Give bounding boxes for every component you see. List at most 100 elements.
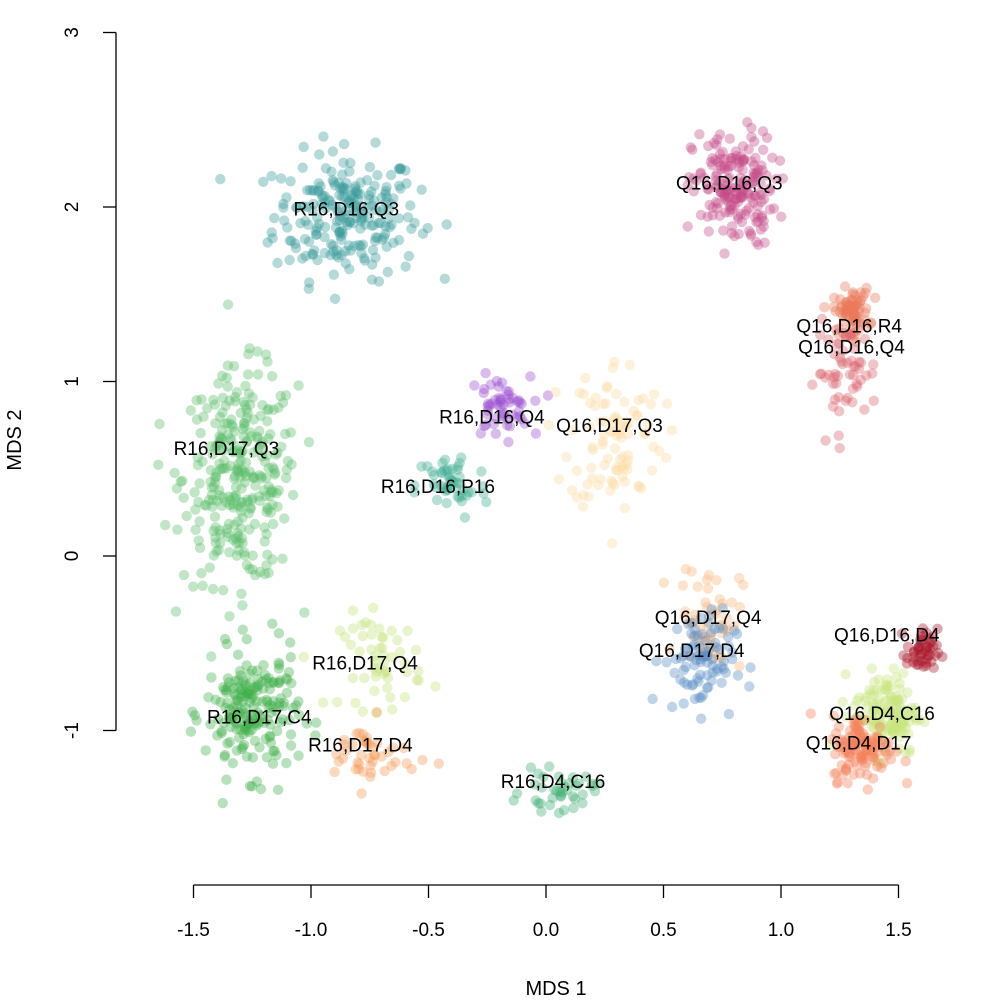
- data-point: [561, 451, 572, 463]
- data-point: [832, 328, 843, 339]
- data-point: [924, 633, 935, 644]
- data-point: [732, 188, 743, 199]
- data-point: [297, 253, 308, 264]
- data-point: [586, 462, 597, 473]
- data-point: [239, 399, 251, 411]
- data-point: [338, 734, 350, 746]
- data-point: [583, 491, 594, 502]
- data-point: [730, 193, 741, 205]
- data-point: [758, 144, 769, 155]
- data-point: [254, 470, 265, 481]
- data-point: [394, 180, 405, 191]
- data-point: [746, 178, 757, 189]
- data-point: [755, 224, 767, 235]
- data-point: [702, 180, 713, 191]
- data-point: [706, 604, 717, 615]
- data-point: [494, 392, 505, 403]
- data-point: [443, 472, 455, 484]
- data-point: [372, 738, 383, 749]
- data-point: [261, 694, 272, 705]
- data-point: [842, 392, 853, 404]
- data-point: [622, 429, 633, 440]
- data-point: [275, 693, 286, 704]
- data-point: [685, 142, 696, 153]
- data-point: [356, 619, 367, 631]
- data-point: [868, 699, 879, 710]
- data-point: [848, 302, 859, 313]
- data-point: [370, 137, 381, 148]
- data-point: [285, 729, 297, 740]
- data-point: [247, 492, 258, 504]
- data-point: [335, 183, 346, 194]
- data-point: [589, 400, 601, 412]
- data-point: [431, 494, 443, 506]
- data-point: [301, 201, 313, 212]
- data-point: [855, 374, 866, 386]
- data-point: [611, 430, 622, 441]
- data-point: [220, 400, 231, 411]
- data-point: [843, 299, 854, 310]
- data-point: [553, 474, 564, 485]
- data-point: [203, 692, 214, 703]
- data-point: [390, 757, 401, 768]
- data-point: [838, 747, 849, 759]
- data-point: [844, 311, 855, 323]
- data-point: [828, 378, 839, 389]
- data-point: [213, 544, 224, 556]
- data-point: [370, 671, 381, 682]
- data-point: [311, 212, 323, 223]
- data-point: [214, 485, 225, 496]
- data-point: [726, 160, 737, 171]
- data-point: [877, 736, 888, 748]
- data-point: [231, 694, 243, 706]
- data-point: [441, 497, 452, 509]
- data-point: [215, 696, 226, 708]
- x-tick-label: 1.5: [885, 920, 911, 941]
- data-point: [562, 784, 573, 796]
- data-point: [711, 202, 723, 214]
- data-point: [735, 172, 746, 184]
- data-point: [867, 714, 879, 725]
- data-point: [848, 315, 859, 327]
- data-point: [702, 651, 713, 662]
- data-point: [848, 313, 859, 324]
- data-point: [820, 372, 831, 383]
- data-point: [243, 717, 254, 729]
- data-point: [359, 736, 370, 747]
- data-point: [891, 695, 902, 707]
- data-point: [267, 499, 278, 510]
- data-point: [891, 723, 902, 734]
- data-point: [840, 764, 852, 775]
- data-point: [593, 479, 604, 491]
- data-point: [277, 553, 288, 564]
- data-point: [231, 445, 242, 456]
- data-point: [340, 210, 352, 221]
- data-point: [890, 700, 901, 711]
- data-point: [320, 163, 332, 174]
- series-q16-d17-d4: [647, 603, 756, 724]
- data-point: [716, 627, 727, 639]
- cluster-label: Q16,D4,D17: [806, 734, 912, 755]
- data-point: [744, 681, 755, 692]
- data-point: [482, 398, 494, 409]
- data-point: [267, 758, 279, 769]
- data-point: [255, 783, 267, 795]
- data-point: [910, 702, 921, 713]
- data-point: [278, 697, 290, 708]
- data-point: [232, 531, 244, 542]
- data-point: [577, 789, 588, 800]
- data-point: [849, 310, 861, 322]
- data-point: [716, 652, 728, 663]
- data-point: [265, 487, 277, 498]
- data-point: [647, 693, 658, 705]
- data-point: [600, 398, 611, 409]
- data-point: [924, 643, 935, 654]
- data-point: [430, 481, 441, 493]
- data-point: [191, 395, 202, 406]
- data-point: [667, 701, 678, 713]
- data-point: [327, 175, 338, 186]
- data-point: [689, 693, 701, 705]
- data-point: [238, 431, 249, 442]
- data-point: [850, 722, 861, 734]
- data-point: [678, 698, 689, 709]
